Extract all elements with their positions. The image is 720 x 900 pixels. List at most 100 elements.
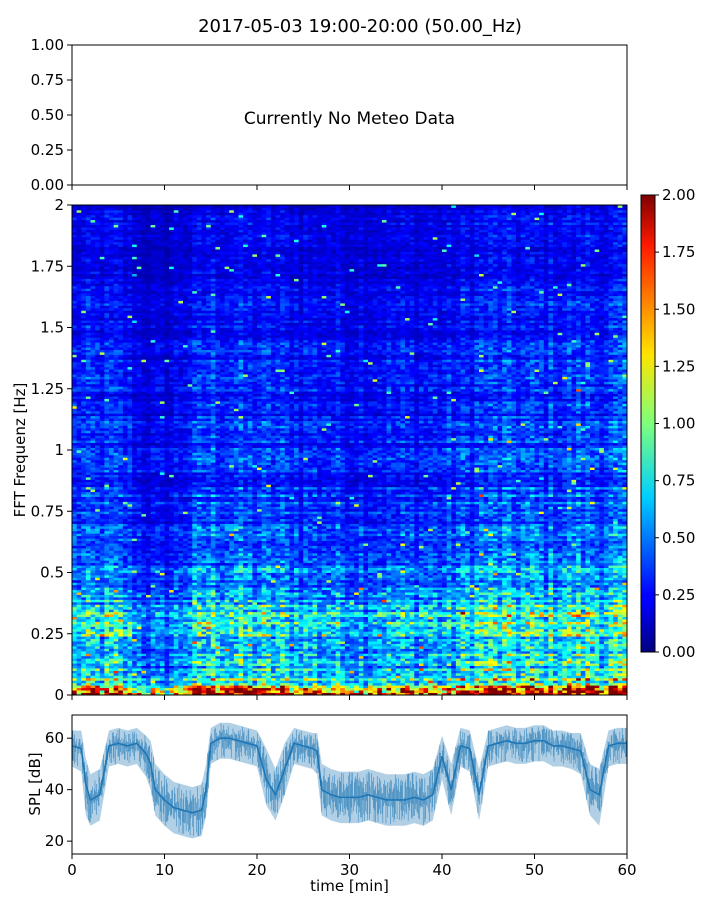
- spectrogram-cell: [266, 636, 272, 640]
- spectrogram-cell: [492, 682, 498, 686]
- spectrogram-cell: [284, 633, 290, 637]
- spectrogram-cell: [109, 614, 115, 617]
- spectrogram-cell: [442, 687, 448, 691]
- spectrogram-cell: [358, 687, 364, 691]
- spectrogram-cell: [321, 633, 327, 637]
- spectrogram-cell: [229, 648, 235, 652]
- spectrogram-cell: [233, 611, 239, 615]
- spectrogram-cell: [210, 660, 216, 664]
- spectrogram-cell: [479, 643, 485, 647]
- spectrogram-cell: [122, 614, 128, 617]
- spectrogram-cell: [247, 646, 253, 649]
- spectrogram-cell: [525, 638, 531, 642]
- spectrogram-cell: [326, 650, 332, 654]
- spectrogram-cell: [617, 665, 623, 669]
- spectrogram-cell: [196, 665, 202, 669]
- spectrogram-cell: [173, 606, 179, 610]
- spectrogram-cell: [99, 614, 105, 617]
- spectrogram-cell: [506, 619, 512, 622]
- spectrogram-cell: [576, 638, 582, 642]
- spectrogram-cell: [511, 677, 517, 681]
- spectrogram-cell: [183, 663, 189, 666]
- spectrogram-cell: [344, 668, 350, 671]
- spectrogram-cell: [474, 609, 480, 613]
- spectrogram-cell: [520, 628, 526, 632]
- spectrogram-cell: [511, 665, 517, 669]
- spectrogram-cell: [506, 646, 512, 649]
- spectrogram-cell: [215, 646, 221, 649]
- spectrogram-cell: [372, 643, 378, 647]
- spectrogram-cell: [233, 660, 239, 664]
- spectrogram-cell: [252, 599, 258, 603]
- spectrogram-cell: [571, 606, 577, 610]
- spectrogram-cell: [312, 599, 318, 603]
- spectrogram-cell: [613, 677, 619, 681]
- spectrogram-cell: [298, 599, 304, 603]
- spectrogram-cell: [233, 675, 239, 679]
- spectrogram-cell: [261, 650, 267, 654]
- spectrogram-cell: [446, 636, 452, 640]
- spectrogram-cell: [243, 680, 249, 684]
- spectrogram-cell: [474, 623, 480, 627]
- spectrogram-cell: [196, 692, 202, 695]
- spectrogram-cell: [603, 680, 609, 684]
- spectrogram-cell: [590, 690, 596, 693]
- spectrogram-cell: [525, 599, 531, 603]
- spectrogram-cell: [432, 655, 438, 659]
- spectrogram-cell: [585, 636, 591, 640]
- spectrogram-cell: [608, 597, 614, 600]
- spectrogram-cell: [85, 668, 91, 671]
- spectrogram-cell: [243, 692, 249, 695]
- spectrogram-cell: [335, 653, 341, 657]
- spectrogram-cell: [553, 670, 559, 674]
- spectrogram-cell: [576, 621, 582, 625]
- spectrogram-cell: [437, 668, 443, 671]
- spectrogram-cell: [122, 650, 128, 654]
- spectrogram-cell: [326, 665, 332, 669]
- spectrogram-cell: [423, 646, 429, 649]
- spectrogram-cell: [233, 655, 239, 659]
- spectrogram-cell: [215, 648, 221, 652]
- spectrogram-cell: [391, 604, 397, 608]
- spectrogram-cell: [99, 670, 105, 674]
- spectrogram-cell: [474, 641, 480, 644]
- spectrogram-cell: [76, 631, 82, 635]
- spectrogram-cell: [432, 599, 438, 603]
- spectrogram-cell: [446, 594, 452, 598]
- spectrogram-cell: [442, 599, 448, 603]
- spectrogram-cell: [183, 677, 189, 681]
- spectrogram-cell: [294, 668, 300, 671]
- spectrogram-cell: [247, 619, 253, 622]
- spectrogram-cell: [243, 660, 249, 664]
- spectrogram-cell: [571, 643, 577, 647]
- spectrogram-cell: [104, 638, 110, 642]
- spectrogram-cell: [90, 623, 96, 627]
- spectrogram-cell: [257, 677, 263, 681]
- spectrogram-cell: [566, 643, 572, 647]
- spectrogram-cell: [400, 636, 406, 640]
- spectrogram-cell: [307, 653, 313, 657]
- spectrogram-cell: [543, 646, 549, 649]
- spectrogram-cell: [395, 611, 401, 615]
- spectrogram-cell: [280, 592, 286, 595]
- spectrogram-cell: [571, 628, 577, 632]
- spectrogram-cell: [307, 665, 313, 669]
- spectrogram-cell: [159, 631, 165, 635]
- spectrogram-cell: [294, 660, 300, 664]
- spectrogram-cell: [326, 636, 332, 640]
- spectrogram-cell: [159, 633, 165, 637]
- spectrogram-cell: [136, 692, 142, 695]
- spectrogram-cell: [261, 599, 267, 603]
- spectrogram-cell: [395, 628, 401, 632]
- spectrogram-cell: [557, 690, 563, 693]
- spectrogram-cell: [233, 690, 239, 693]
- spectrogram-cell: [585, 609, 591, 613]
- spectrogram-cell: [516, 597, 522, 600]
- spectrogram-cell: [363, 621, 369, 625]
- spectrogram-cell: [284, 594, 290, 598]
- spectrogram-cell: [442, 670, 448, 674]
- spectrogram-cell: [580, 604, 586, 608]
- spectrogram-cell: [303, 690, 309, 693]
- spectrogram-cell: [146, 687, 152, 691]
- spectrogram-cell: [483, 643, 489, 647]
